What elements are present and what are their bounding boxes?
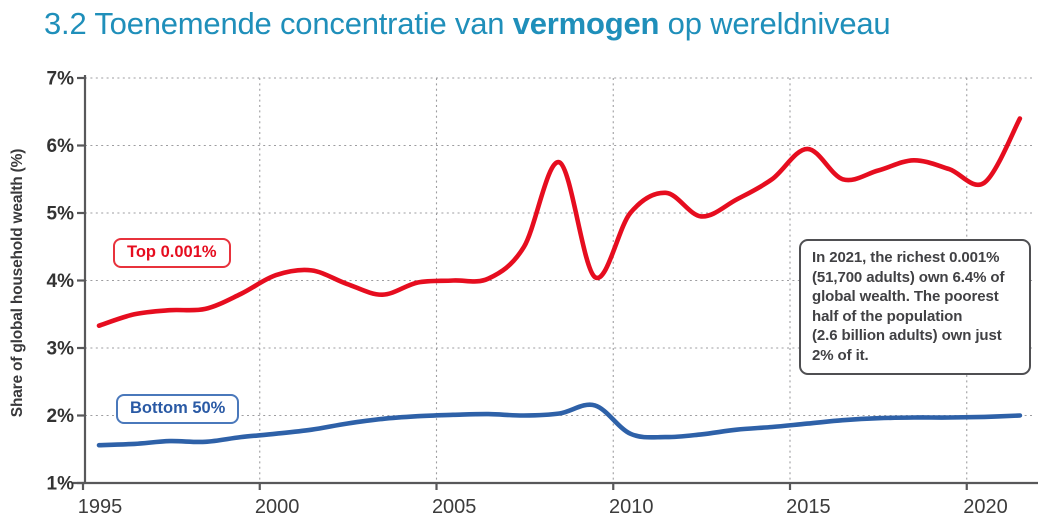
page-title: 3.2 Toenemende concentratie van vermogen… (44, 6, 891, 42)
y-tick-label: 2% (47, 406, 75, 427)
annotation-line: (2.6 billion adults) own just (812, 327, 1002, 344)
title-prefix: 3.2 Toenemende concentratie van (44, 6, 513, 41)
x-tick-label: 2010 (609, 496, 654, 518)
annotation-line: 2% of it. (812, 346, 869, 364)
annotation-line: (51,700 adults) own 6.4% of (812, 268, 1005, 286)
series-line-top-0-001- (96, 116, 1023, 328)
y-tick-label: 6% (47, 136, 75, 157)
x-tick-label: 1995 (78, 496, 123, 518)
x-tick-label: 2020 (963, 496, 1008, 518)
x-tick-label: 2000 (255, 496, 300, 518)
legend-label-bottom-50: Bottom 50% (116, 394, 240, 424)
y-tick-label: 4% (47, 271, 75, 292)
x-tick-label: 2015 (786, 496, 831, 518)
y-tick-label: 5% (47, 204, 75, 225)
y-axis-title: Share of global household wealth (%) (9, 149, 26, 417)
annotation-line: half of the population (812, 307, 963, 325)
y-tick-label: 7% (47, 69, 75, 90)
title-emphasis: vermogen (512, 6, 660, 41)
x-tick-label: 2005 (432, 496, 477, 518)
series-line-bottom-50- (96, 402, 1023, 448)
legend-label-top-0001: Top 0.001% (113, 238, 231, 268)
annotation-line: global wealth. The poorest (812, 288, 999, 305)
y-tick-label: 3% (47, 339, 75, 360)
title-suffix: op wereldniveau (659, 6, 891, 41)
y-tick-label: 1% (47, 474, 75, 495)
annotation-line: In 2021, the richest 0.001% (812, 249, 1000, 266)
annotation-box: In 2021, the richest 0.001% (51,700 adult… (799, 239, 1031, 375)
